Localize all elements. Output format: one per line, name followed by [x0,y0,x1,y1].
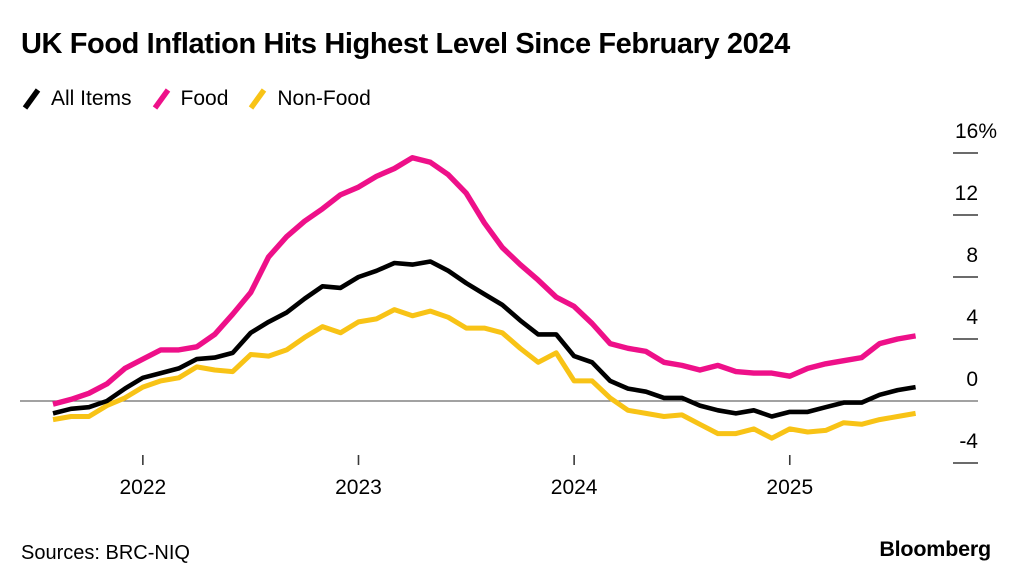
y-axis-label: 0 [966,368,978,391]
x-axis-label: 2025 [766,476,814,499]
y-axis-label: 12 [954,182,978,205]
legend: All Items Food Non-Food [21,86,371,112]
series-line-non-food [52,307,917,441]
chart-title: UK Food Inflation Hits Highest Level Sin… [21,28,790,60]
y-axis-label: 4 [966,306,978,329]
slash-icon-all-items [22,88,41,110]
x-axis-label: 2024 [550,476,598,499]
series-line-food [52,154,917,407]
y-axis-label: 16% [954,120,997,143]
series-line-all-items [52,259,916,419]
slash-icon-non-food [249,88,267,110]
legend-label: All Items [51,87,132,110]
legend-item-all-items: All Items [21,86,132,112]
legend-item-food: Food [151,86,229,112]
bloomberg-logo: Bloomberg [879,537,991,561]
legend-label: Food [180,87,229,110]
y-axis-label: -4 [959,430,978,453]
y-axis-label: 8 [966,244,978,267]
slash-icon-food [152,88,170,110]
legend-label: Non-Food [277,87,371,110]
x-axis-label: 2023 [335,476,382,499]
legend-item-non-food: Non-Food [247,86,371,112]
x-axis-label: 2022 [119,476,167,499]
source-note: Sources: BRC-NIQ [21,542,190,564]
